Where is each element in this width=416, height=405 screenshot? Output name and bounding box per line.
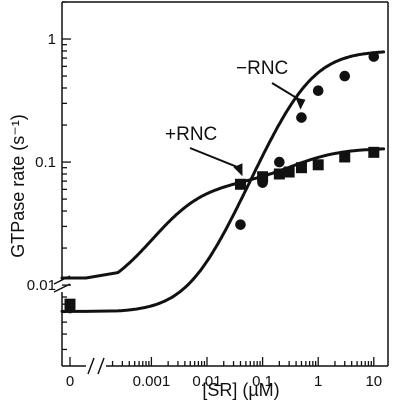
axes: 0.001 0.01 0.1 1 10 0 0.01 0.1 1: [27, 1, 389, 390]
annotation-minus-rnc: −RNC: [236, 58, 288, 79]
data-point-plus-rnc: [273, 168, 285, 180]
data-point-minus-rnc: [339, 70, 351, 82]
data-point-minus-rnc: [312, 85, 324, 97]
y-tick-label: 0.01: [27, 277, 56, 294]
data-point-plus-rnc: [295, 162, 307, 174]
data-point-plus-rnc: [64, 298, 76, 310]
data-point-plus-rnc: [257, 171, 269, 183]
arrowhead-minus-rnc: [295, 97, 306, 110]
data-point-plus-rnc: [234, 178, 246, 190]
annotations: −RNC +RNC: [165, 58, 306, 177]
data-point-plus-rnc: [339, 151, 351, 163]
data-point-minus-rnc: [368, 51, 380, 62]
data-point-minus-rnc: [235, 219, 246, 230]
x-axis-title: [SR] (µM): [202, 380, 279, 400]
arrow-plus-rnc: [189, 147, 241, 170]
data-point-minus-rnc: [296, 112, 307, 123]
y-tick-label: 1: [48, 31, 56, 48]
data-markers: [64, 51, 380, 314]
data-point-plus-rnc: [283, 166, 295, 178]
x-tick-label: 0.1: [252, 373, 273, 390]
x-zero-label: 0: [66, 373, 74, 390]
x-axis-break-mark: [87, 357, 95, 375]
x-tick-label: 0.01: [192, 373, 221, 390]
y-axis-title: GTPase rate (s⁻¹): [8, 114, 28, 258]
data-point-minus-rnc: [274, 156, 285, 168]
x-tick-label: 10: [365, 373, 382, 390]
x-tick-label: 1: [314, 373, 322, 390]
y-tick-label: 0.1: [35, 154, 56, 171]
x-axis-break-mark: [97, 357, 105, 375]
fit-curve-plus-rnc: [60, 147, 386, 280]
fit-curves: [60, 50, 386, 313]
data-point-plus-rnc: [368, 146, 380, 158]
x-tick-label: 0.001: [133, 373, 171, 390]
arrowhead-plus-rnc: [233, 163, 243, 177]
fit-curve-minus-rnc: [60, 50, 386, 313]
annotation-plus-rnc: +RNC: [165, 124, 217, 145]
data-point-plus-rnc: [312, 159, 324, 171]
